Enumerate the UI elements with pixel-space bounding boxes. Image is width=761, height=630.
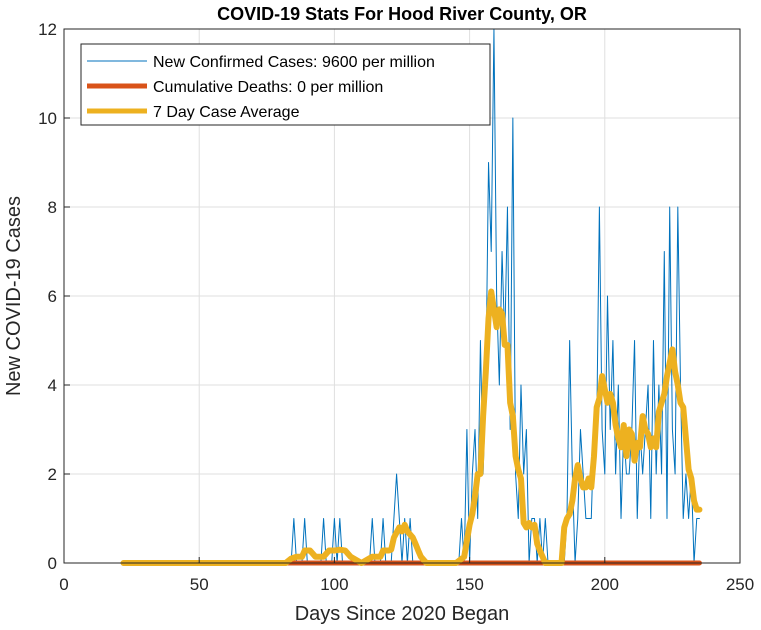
legend-label-deaths: Cumulative Deaths: 0 per million bbox=[153, 79, 383, 96]
ticks: 0 50 100 150 200 250 0 2 4 6 8 10 12 bbox=[38, 20, 754, 594]
series-line-7-day-average bbox=[120, 288, 703, 566]
legend-label-average: 7 Day Case Average bbox=[153, 104, 300, 121]
legend: New Confirmed Cases: 9600 per million Cu… bbox=[80, 43, 491, 126]
legend-box bbox=[80, 43, 491, 126]
x-tick-label: 150 bbox=[455, 575, 483, 594]
x-tick-label: 0 bbox=[59, 575, 68, 594]
legend-label-cases: New Confirmed Cases: 9600 per million bbox=[153, 54, 435, 71]
chart-title: COVID-19 Stats For Hood River County, OR bbox=[217, 4, 587, 24]
y-axis-label: New COVID-19 Cases bbox=[3, 196, 25, 396]
x-tick-label: 200 bbox=[591, 575, 619, 594]
y-tick-label: 8 bbox=[48, 198, 57, 217]
x-tick-label: 100 bbox=[320, 575, 348, 594]
y-tick-label: 4 bbox=[48, 376, 57, 395]
y-tick-label: 0 bbox=[48, 554, 57, 573]
y-tick-label: 2 bbox=[48, 465, 57, 484]
x-tick-label: 250 bbox=[726, 575, 754, 594]
x-tick-label: 50 bbox=[190, 575, 209, 594]
y-tick-label: 12 bbox=[38, 20, 57, 39]
y-tick-label: 6 bbox=[48, 287, 57, 306]
x-axis-label: Days Since 2020 Began bbox=[295, 603, 510, 625]
y-tick-label: 10 bbox=[38, 109, 57, 128]
